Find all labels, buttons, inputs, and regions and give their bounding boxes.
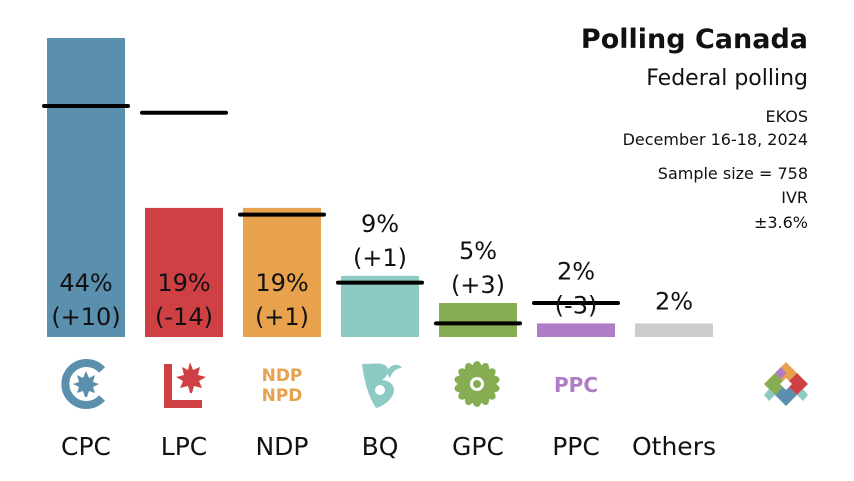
category-label-lpc: LPC [161, 432, 207, 461]
bar-lpc [145, 207, 223, 337]
ndp-logo-icon: NDP NPD [262, 366, 303, 406]
polling-canada-logo-icon [764, 362, 808, 406]
category-label-others: Others [632, 432, 716, 461]
change-label-ppc: (-3) [555, 291, 598, 319]
value-label-gpc: 5% [459, 237, 497, 265]
bar-others [635, 323, 713, 337]
value-label-cpc: 44% [59, 269, 112, 297]
cpc-logo-icon [61, 359, 105, 409]
svg-text:PPC: PPC [554, 373, 598, 397]
bar-ppc [537, 323, 615, 337]
change-label-cpc: (+10) [51, 303, 120, 331]
bar-bq [341, 275, 419, 337]
change-label-ndp: (+1) [255, 303, 309, 331]
bar-cpc [47, 38, 125, 337]
poll-dates: December 16-18, 2024 [622, 130, 808, 149]
margin-of-error: ±3.6% [753, 213, 808, 232]
value-label-bq: 9% [361, 210, 399, 238]
value-label-ndp: 19% [255, 269, 308, 297]
category-label-ndp: NDP [255, 432, 308, 461]
category-label-cpc: CPC [61, 432, 111, 461]
chart-title: Polling Canada [580, 24, 808, 55]
ppc-logo-icon: PPC [554, 373, 598, 397]
svg-text:NPD: NPD [262, 386, 303, 406]
value-label-ppc: 2% [557, 257, 595, 285]
change-label-lpc: (-14) [155, 303, 213, 331]
bar-ndp [243, 207, 321, 337]
poll-method: IVR [781, 188, 808, 207]
change-label-bq: (+1) [353, 244, 407, 272]
bq-logo-icon [362, 363, 402, 408]
change-label-gpc: (+3) [451, 271, 505, 299]
category-label-bq: BQ [362, 432, 399, 461]
value-label-others: 2% [655, 287, 693, 315]
category-label-gpc: GPC [452, 432, 504, 461]
sample-size: Sample size = 758 [657, 164, 808, 183]
value-label-lpc: 19% [157, 269, 210, 297]
gpc-logo-icon [454, 361, 500, 407]
svg-text:NDP: NDP [262, 366, 303, 386]
lpc-logo-icon [164, 362, 206, 408]
pollster-label: EKOS [765, 107, 808, 126]
chart-subtitle: Federal polling [646, 66, 808, 91]
bar-gpc [439, 303, 517, 337]
category-label-ppc: PPC [552, 432, 600, 461]
